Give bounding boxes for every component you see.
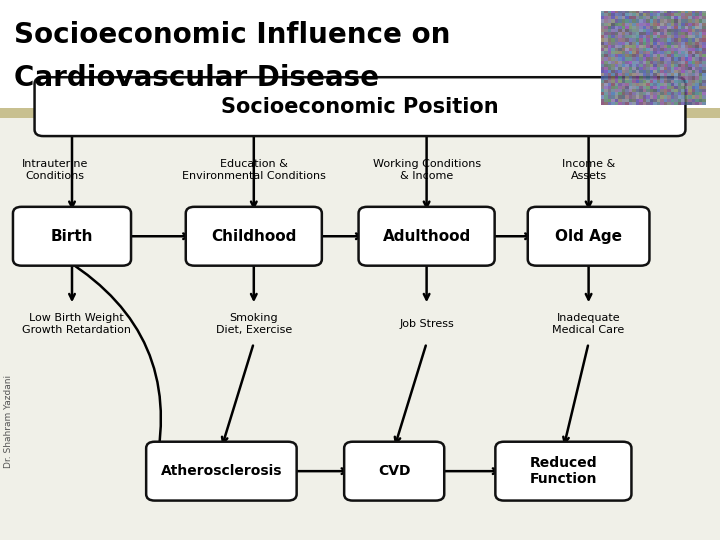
Text: Income &
Assets: Income & Assets bbox=[562, 159, 615, 181]
FancyBboxPatch shape bbox=[0, 0, 720, 111]
FancyBboxPatch shape bbox=[528, 207, 649, 266]
Text: Smoking
Diet, Exercise: Smoking Diet, Exercise bbox=[216, 313, 292, 335]
FancyBboxPatch shape bbox=[146, 442, 297, 501]
Text: Childhood: Childhood bbox=[211, 229, 297, 244]
FancyBboxPatch shape bbox=[186, 207, 322, 266]
FancyBboxPatch shape bbox=[495, 442, 631, 501]
FancyBboxPatch shape bbox=[0, 118, 720, 540]
Text: CVD: CVD bbox=[378, 464, 410, 478]
Text: Socioeconomic Influence on: Socioeconomic Influence on bbox=[14, 21, 451, 49]
Text: Dr. Shahram Yazdani: Dr. Shahram Yazdani bbox=[4, 375, 13, 468]
Text: Cardiovascular Disease: Cardiovascular Disease bbox=[14, 64, 379, 92]
FancyBboxPatch shape bbox=[359, 207, 495, 266]
Text: Socioeconomic Position: Socioeconomic Position bbox=[221, 97, 499, 117]
Text: Education &
Environmental Conditions: Education & Environmental Conditions bbox=[182, 159, 325, 181]
Text: Working Conditions
& Income: Working Conditions & Income bbox=[372, 159, 481, 181]
Text: Intrauterine
Conditions: Intrauterine Conditions bbox=[22, 159, 88, 181]
Text: Adulthood: Adulthood bbox=[382, 229, 471, 244]
FancyBboxPatch shape bbox=[344, 442, 444, 501]
Text: Low Birth Weight
Growth Retardation: Low Birth Weight Growth Retardation bbox=[22, 313, 130, 335]
Text: Job Stress: Job Stress bbox=[399, 319, 454, 329]
FancyBboxPatch shape bbox=[13, 207, 131, 266]
FancyBboxPatch shape bbox=[35, 77, 685, 136]
FancyBboxPatch shape bbox=[0, 108, 720, 118]
Text: Old Age: Old Age bbox=[555, 229, 622, 244]
Text: Birth: Birth bbox=[50, 229, 94, 244]
Text: Atherosclerosis: Atherosclerosis bbox=[161, 464, 282, 478]
Text: Reduced
Function: Reduced Function bbox=[530, 456, 597, 486]
Text: Inadequate
Medical Care: Inadequate Medical Care bbox=[552, 313, 625, 335]
